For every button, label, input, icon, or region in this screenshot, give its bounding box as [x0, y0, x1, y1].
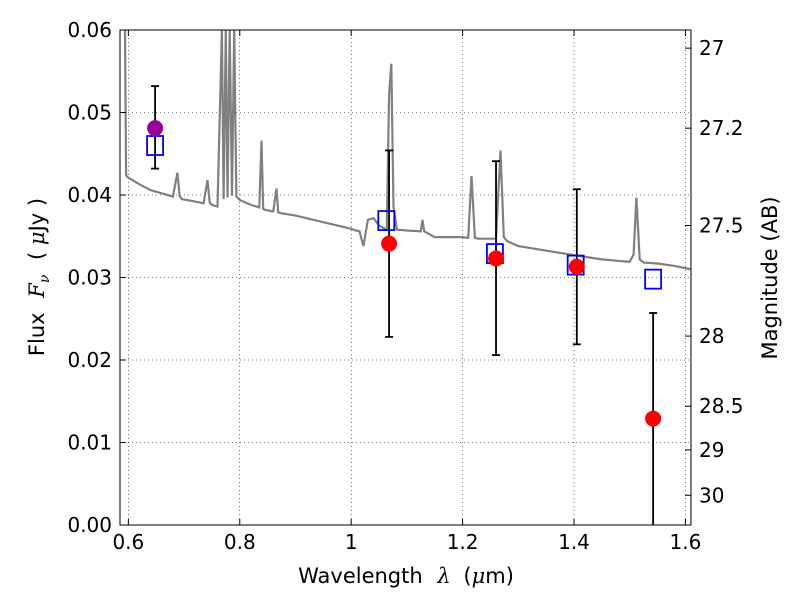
- x-tick-label: 0.8: [224, 530, 256, 554]
- y-tick-label: 0.04: [67, 183, 112, 207]
- data-point-circle: [147, 120, 164, 137]
- data-point-circle: [568, 258, 585, 275]
- x-tick-label: 1.4: [558, 530, 590, 554]
- x-axis-label: Wavelength λ (μm): [298, 564, 514, 588]
- x-axis-label-unit-rest: m): [485, 564, 514, 588]
- grid-lines: [120, 29, 691, 526]
- x-tick-label: 1: [345, 530, 358, 554]
- x-axis-label-unit-open: (: [463, 564, 471, 588]
- data-point-square: [644, 268, 663, 290]
- y2-tick-label: 29: [699, 438, 724, 462]
- spectrum-line: [123, 30, 691, 271]
- y-tick-label: 0.06: [67, 18, 112, 42]
- data-point-circle: [381, 235, 398, 252]
- x-tick-label: 0.6: [112, 530, 144, 554]
- x-tick-label: 1.2: [447, 530, 479, 554]
- y-axis-label-unit-open: (: [25, 245, 49, 260]
- y-axis-label-text: Flux: [25, 312, 49, 356]
- y-tick-label: 0.05: [67, 101, 112, 125]
- data-point-square: [377, 210, 396, 231]
- y-axis-label-unit-rest: Jy ): [25, 198, 49, 234]
- x-axis-ticks: 0.6 0.8 1 1.2 1.4 1.6: [112, 30, 701, 554]
- y2-tick-label: 27.5: [699, 214, 744, 238]
- y2-tick-label: 28.5: [699, 394, 744, 418]
- y-axis-ticks: 0.00 0.01 0.02 0.03 0.04 0.05 0.06: [67, 18, 126, 537]
- y2-tick-label: 27.2: [699, 116, 744, 140]
- x-tick-label: 1.6: [670, 530, 702, 554]
- y-axis-label-unit-mu: μ: [25, 231, 49, 245]
- y-axis-label-symbol: F: [25, 282, 49, 299]
- y2-tick-label: 27: [699, 36, 724, 60]
- x-axis-label-symbol: λ: [436, 564, 450, 588]
- y-tick-label: 0.02: [67, 348, 112, 372]
- y-tick-label: 0.00: [67, 513, 112, 537]
- x-axis-label-text: Wavelength: [298, 564, 423, 588]
- spectrum-layer: [123, 30, 691, 271]
- y-axis-label-subscript: ν: [37, 274, 53, 283]
- y-tick-label: 0.01: [67, 431, 112, 455]
- y2-axis-ticks: 27 27.2 27.5 28 28.5 29 30: [685, 36, 744, 507]
- data-point-circle: [645, 410, 662, 427]
- data-point-circle: [488, 250, 505, 267]
- marker-layer: [146, 120, 663, 427]
- y-tick-label: 0.03: [67, 266, 112, 290]
- y2-tick-label: 28: [699, 324, 724, 348]
- y2-tick-label: 30: [699, 483, 724, 507]
- y-axis-label: Flux Fν ( μJy ): [25, 198, 54, 356]
- x-axis-label-unit-mu: μ: [472, 564, 486, 588]
- y2-axis-label: Magnitude (AB): [758, 196, 782, 359]
- plot-frame: [119, 29, 692, 526]
